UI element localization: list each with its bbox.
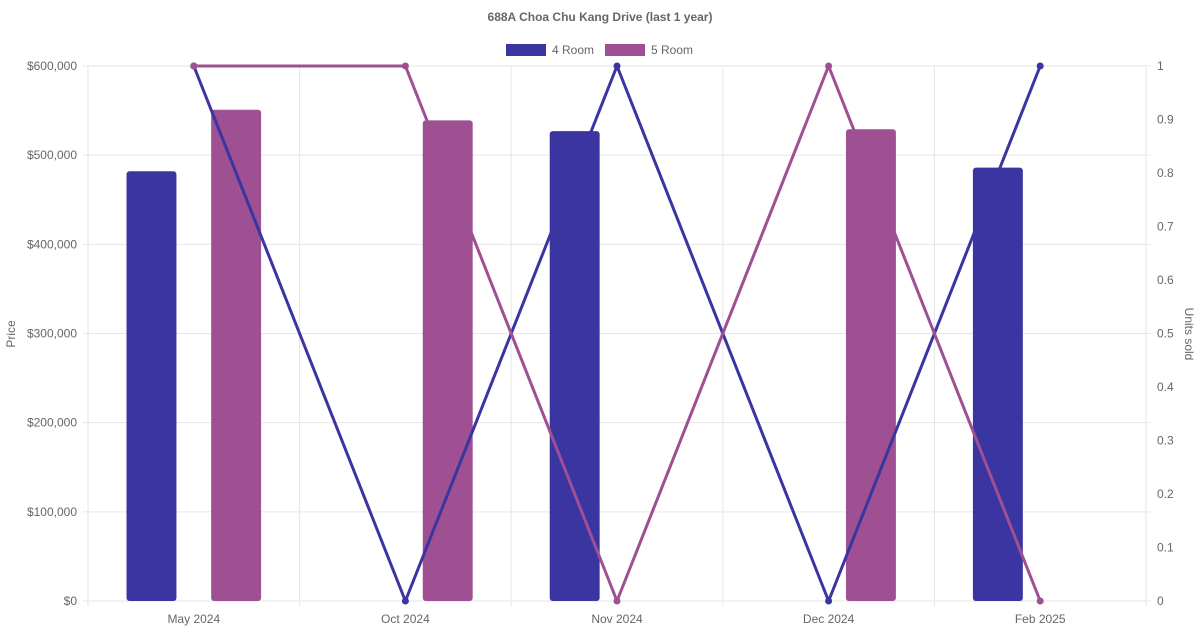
y2-tick-label: 0.7 <box>1157 220 1174 234</box>
point-4-room[interactable] <box>401 597 409 605</box>
legend-label-4-room: 4 Room <box>552 43 594 57</box>
chart-title: 688A Choa Chu Kang Drive (last 1 year) <box>488 10 713 24</box>
x-tick-label: Nov 2024 <box>591 612 643 626</box>
y-tick-label: $500,000 <box>27 148 77 162</box>
y2-tick-label: 0 <box>1157 594 1164 608</box>
y2-axis-label: Units sold <box>1182 308 1196 361</box>
y2-tick-label: 0.2 <box>1157 487 1174 501</box>
point-5-room[interactable] <box>401 62 409 70</box>
y2-tick-label: 0.1 <box>1157 541 1174 555</box>
legend: 4 Room 5 Room <box>506 43 693 57</box>
bar-4-room[interactable] <box>549 131 600 601</box>
y2-tick-label: 1 <box>1157 59 1164 73</box>
bar-5-room[interactable] <box>211 109 262 602</box>
point-5-room[interactable] <box>825 62 833 70</box>
x-axis-ticks: May 2024 Oct 2024 Nov 2024 Dec 2024 Feb 2025 <box>167 612 1065 626</box>
point-5-room[interactable] <box>1036 597 1044 605</box>
y2-axis-ticks: 0 0.1 0.2 0.3 0.4 0.5 0.6 0.7 0.8 0.9 1 <box>1157 59 1174 608</box>
legend-item-5-room[interactable]: 5 Room <box>605 43 693 57</box>
point-4-room[interactable] <box>825 597 833 605</box>
y2-tick-label: 0.6 <box>1157 273 1174 287</box>
x-tick-label: Feb 2025 <box>1015 612 1066 626</box>
bar-5-room[interactable] <box>845 129 896 601</box>
x-tick-label: May 2024 <box>167 612 220 626</box>
y-tick-label: $400,000 <box>27 237 77 251</box>
legend-swatch-4-room <box>506 44 546 56</box>
point-4-room[interactable] <box>613 62 621 70</box>
y2-tick-label: 0.4 <box>1157 380 1174 394</box>
y-tick-label: $0 <box>64 594 78 608</box>
legend-item-4-room[interactable]: 4 Room <box>506 43 594 57</box>
unit-lines <box>190 62 1044 605</box>
point-5-room[interactable] <box>190 62 198 70</box>
y-axis-ticks: $0 $100,000 $200,000 $300,000 $400,000 $500,0… <box>27 59 77 608</box>
y2-tick-label: 0.9 <box>1157 113 1174 127</box>
bar-5-room[interactable] <box>422 120 473 602</box>
bar-4-room[interactable] <box>126 171 177 601</box>
legend-swatch-5-room <box>605 44 645 56</box>
y-tick-label: $200,000 <box>27 416 77 430</box>
point-5-room[interactable] <box>613 597 621 605</box>
x-tick-label: Oct 2024 <box>381 612 430 626</box>
x-tick-label: Dec 2024 <box>803 612 855 626</box>
y2-tick-label: 0.3 <box>1157 434 1174 448</box>
y-tick-label: $300,000 <box>27 327 77 341</box>
legend-label-5-room: 5 Room <box>651 43 693 57</box>
y-tick-label: $100,000 <box>27 505 77 519</box>
y-tick-label: $600,000 <box>27 59 77 73</box>
bars <box>126 109 1023 602</box>
y2-tick-label: 0.5 <box>1157 327 1174 341</box>
y-axis-label: Price <box>4 320 18 348</box>
y2-tick-label: 0.8 <box>1157 166 1174 180</box>
bar-4-room[interactable] <box>972 167 1023 601</box>
point-4-room[interactable] <box>1036 62 1044 70</box>
